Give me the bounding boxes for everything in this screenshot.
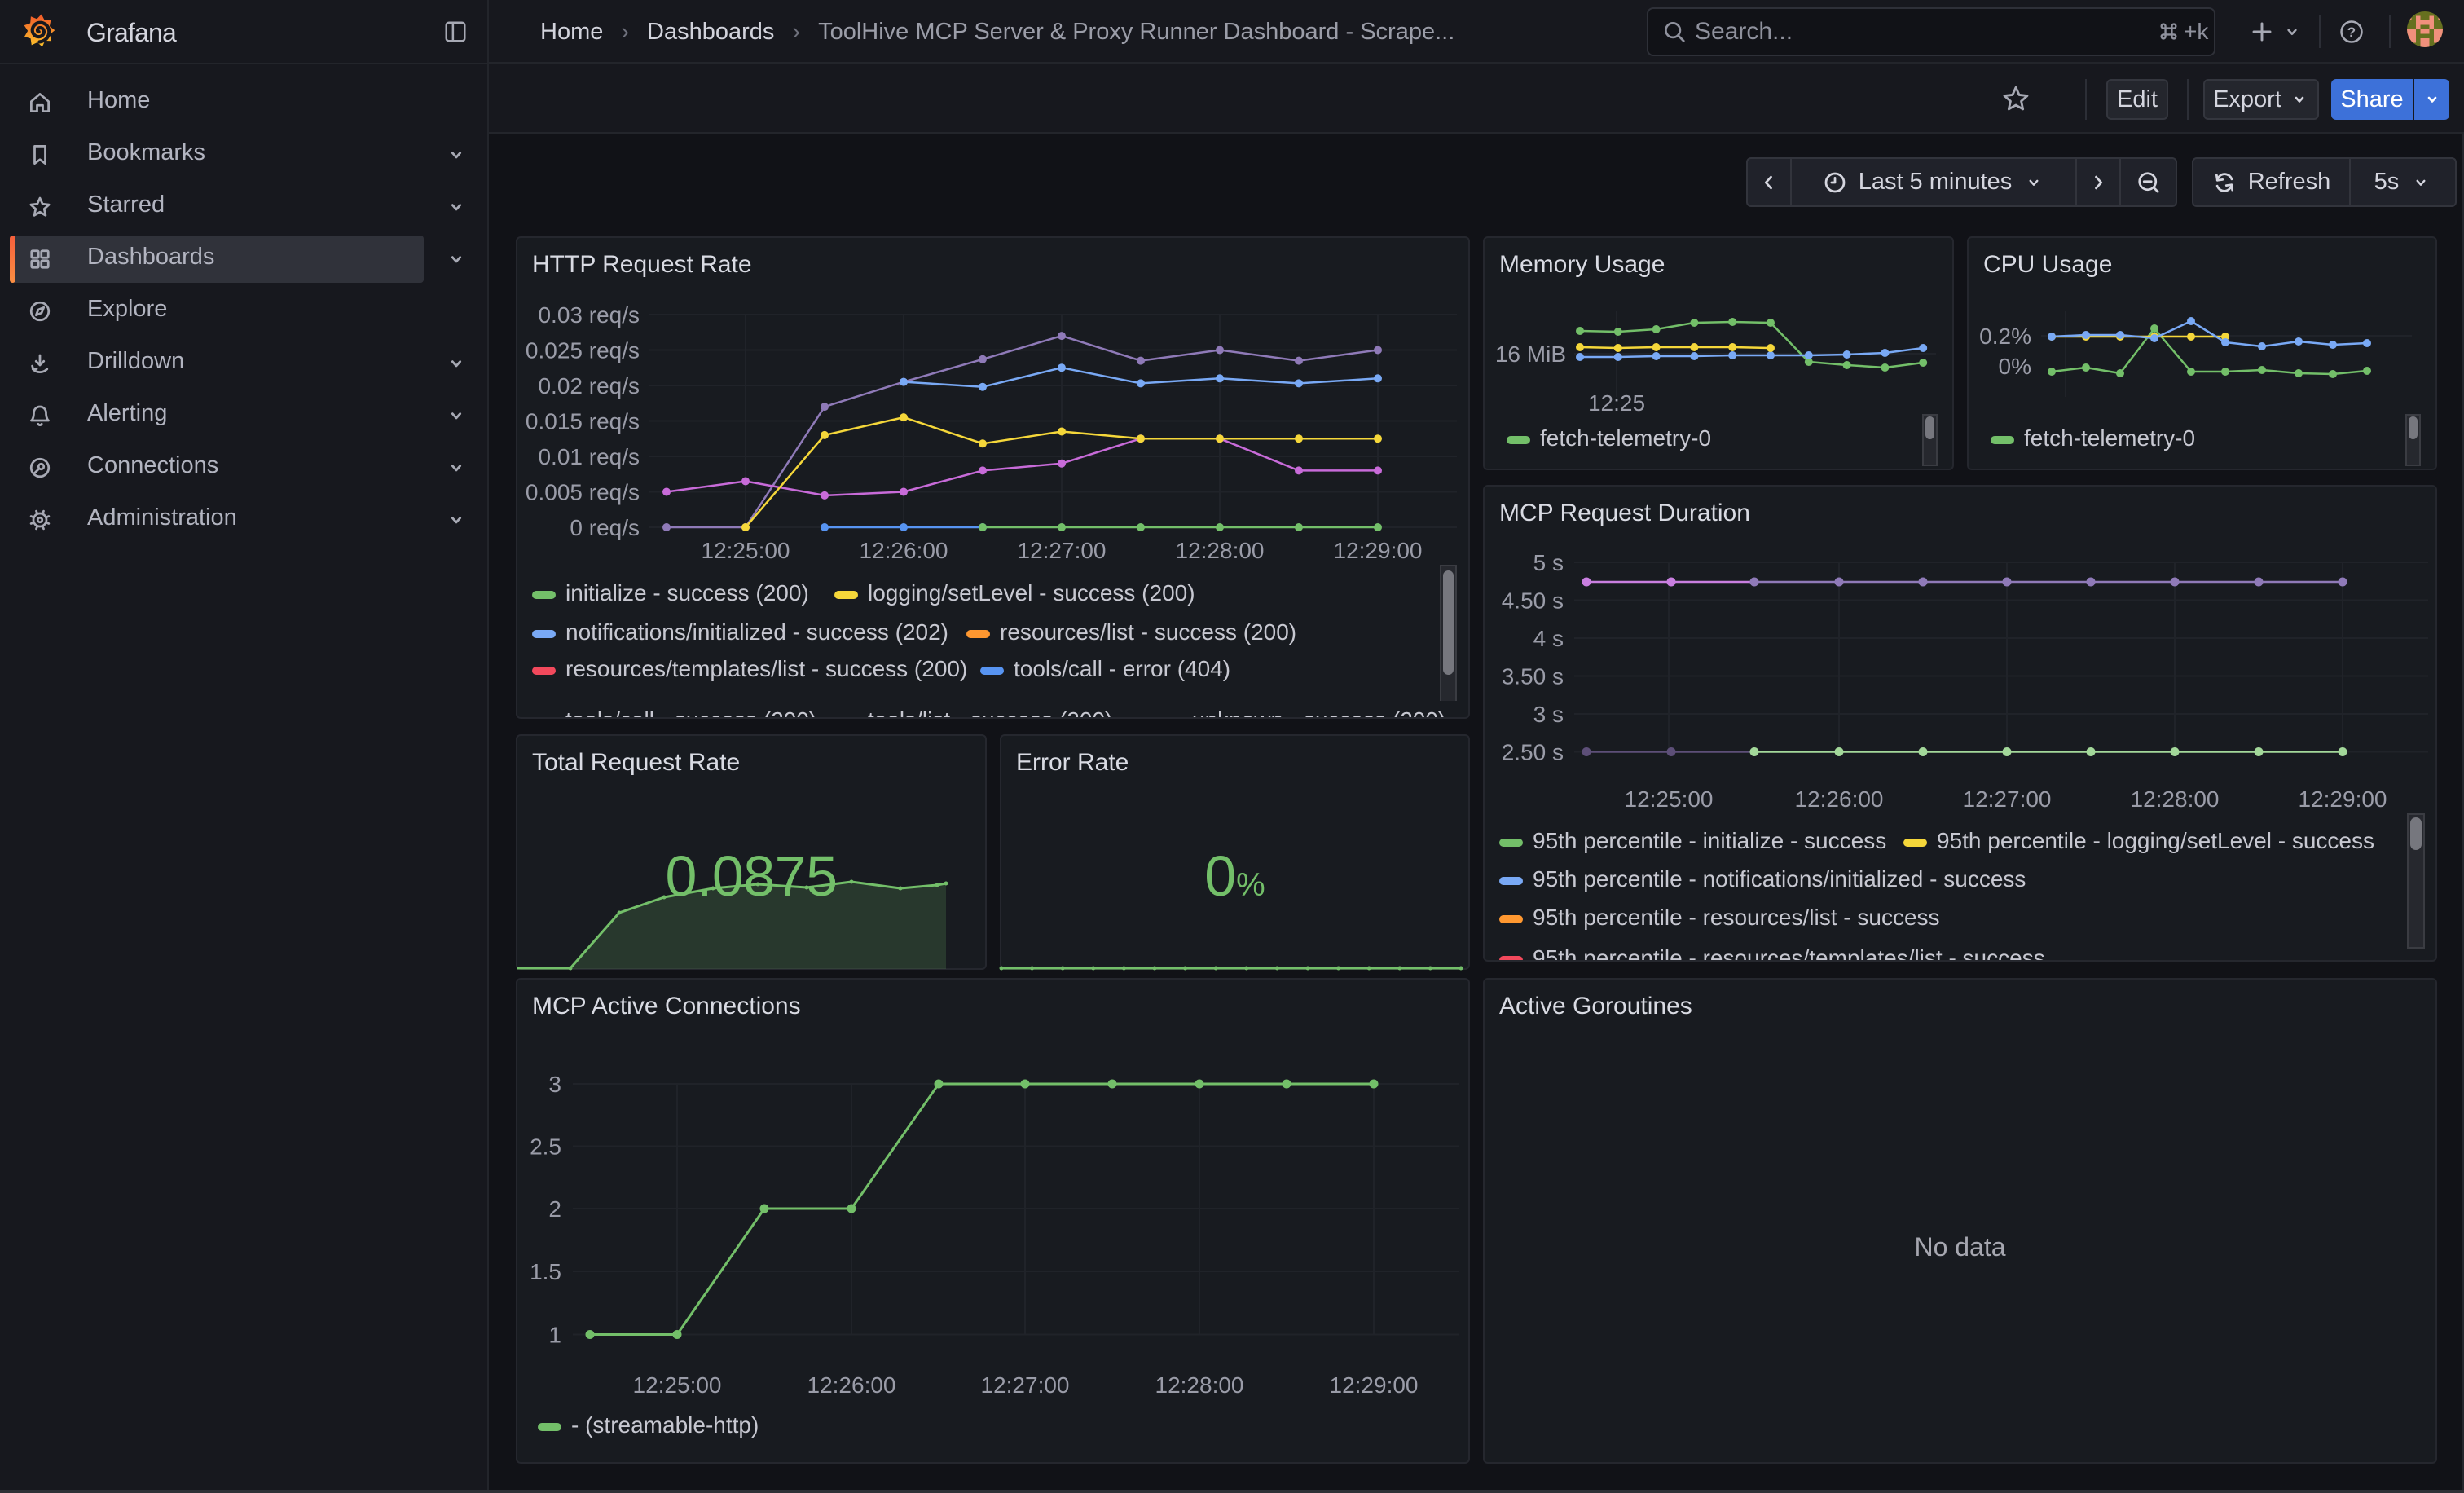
svg-text:?: ?: [2347, 24, 2356, 40]
